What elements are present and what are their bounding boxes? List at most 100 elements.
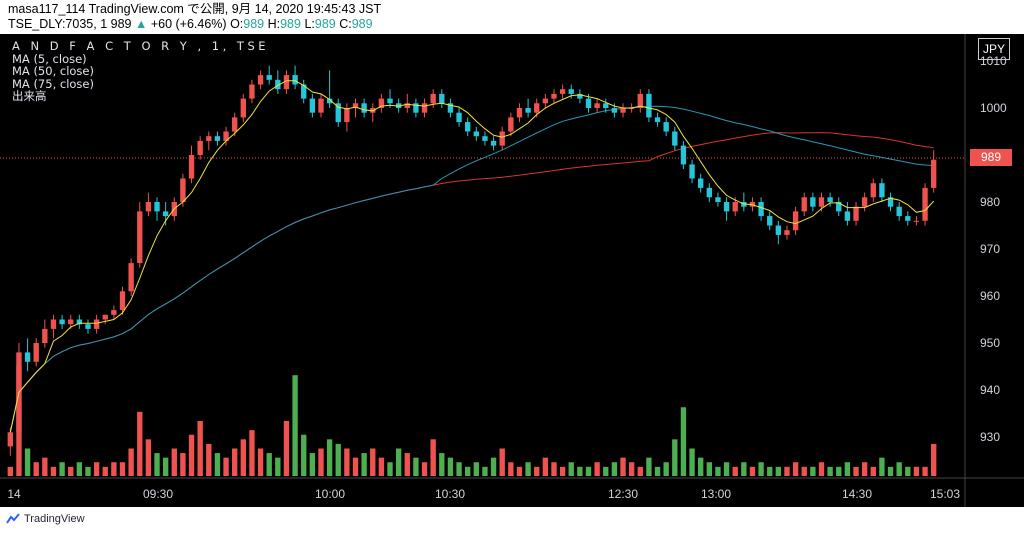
candle-body bbox=[93, 319, 100, 329]
candle-body bbox=[844, 211, 851, 221]
price-tick-label: 980 bbox=[980, 195, 1000, 209]
volume-bar bbox=[732, 466, 738, 476]
currency-unit-button[interactable]: JPY bbox=[978, 38, 1010, 60]
volume-bar bbox=[672, 439, 678, 476]
volume-bar bbox=[905, 466, 911, 476]
symbol-ohlc-line: TSE_DLY:7035, 1 989 ▲ +60 (+6.46%) O:989… bbox=[8, 17, 373, 32]
volume-bar bbox=[723, 462, 730, 476]
volume-bar bbox=[542, 457, 549, 476]
volume-bar bbox=[162, 457, 169, 476]
volume-bar bbox=[68, 466, 74, 476]
legend-ma75[interactable]: MA (75, close) bbox=[12, 76, 94, 91]
candle-body bbox=[439, 93, 445, 104]
candle-body bbox=[534, 103, 540, 113]
last-price-tag: 989 bbox=[970, 149, 1012, 166]
price-tick-label: 930 bbox=[980, 430, 1000, 444]
ma75-line bbox=[9, 132, 934, 433]
volume-bar bbox=[628, 462, 635, 476]
volume-bar bbox=[853, 466, 859, 476]
price-tick-label: 1000 bbox=[980, 101, 1007, 115]
volume-bar bbox=[439, 453, 445, 476]
price-tick-label: 1010 bbox=[980, 54, 1007, 68]
candle-body bbox=[301, 84, 307, 99]
candle-body bbox=[240, 98, 246, 118]
candle-body bbox=[611, 108, 618, 113]
candle-body bbox=[421, 103, 428, 113]
volume-bar bbox=[603, 466, 609, 476]
candle-body bbox=[344, 108, 350, 123]
volume-bar bbox=[413, 457, 419, 476]
candle-body bbox=[257, 75, 264, 85]
volume-bar bbox=[810, 466, 816, 476]
volume-bar bbox=[792, 462, 799, 476]
up-arrow-icon: ▲ bbox=[134, 17, 148, 31]
time-tick-label: 09:30 bbox=[143, 487, 173, 501]
candle-body bbox=[352, 103, 359, 108]
volume-bar bbox=[931, 443, 937, 476]
volume-bar bbox=[715, 466, 721, 476]
volume-bar bbox=[706, 462, 712, 476]
candle-body bbox=[758, 202, 764, 217]
candle-body bbox=[24, 352, 31, 362]
volume-bar bbox=[42, 457, 48, 476]
volume-bar bbox=[689, 448, 695, 476]
candle-body bbox=[223, 131, 229, 141]
candle-body bbox=[827, 197, 833, 202]
volume-bar bbox=[50, 466, 57, 476]
volume-bar bbox=[335, 443, 341, 476]
candle-body bbox=[594, 103, 600, 108]
candle-body bbox=[214, 136, 221, 141]
candle-body bbox=[76, 319, 83, 325]
volume-bar bbox=[232, 448, 238, 476]
volume-bar bbox=[33, 462, 39, 476]
volume-bar bbox=[646, 457, 652, 476]
candle-body bbox=[931, 159, 937, 188]
legend-ma50[interactable]: MA (50, close) bbox=[12, 64, 94, 79]
candle-body bbox=[499, 131, 505, 146]
candle-body bbox=[465, 122, 471, 132]
candle-body bbox=[413, 103, 419, 113]
candle-body bbox=[7, 432, 13, 447]
volume-bar bbox=[559, 466, 566, 476]
candle-body bbox=[905, 216, 911, 221]
candle-body bbox=[637, 93, 643, 108]
volume-bar bbox=[594, 462, 600, 476]
legend-title[interactable]: A N D F A C T O R Y , 1, TSE bbox=[12, 39, 270, 53]
chart-header: masa117_114 TradingView.com で公開, 9月 14, … bbox=[0, 0, 1024, 34]
candle-body bbox=[42, 328, 48, 343]
volume-bar bbox=[421, 462, 428, 476]
volume-bar bbox=[775, 466, 782, 476]
candle-body bbox=[326, 98, 333, 104]
candle-body bbox=[266, 75, 272, 80]
candle-body bbox=[232, 117, 238, 132]
footer-bar bbox=[0, 507, 1024, 536]
volume-bar bbox=[482, 466, 488, 476]
price-tick-label: 960 bbox=[980, 289, 1000, 303]
candle-body bbox=[447, 103, 454, 113]
candle-body bbox=[585, 98, 592, 108]
legend-volume[interactable]: 出来高 bbox=[12, 89, 47, 104]
volume-bar bbox=[456, 462, 462, 476]
time-tick-label: 13:00 bbox=[701, 487, 731, 501]
candle-body bbox=[516, 108, 523, 118]
volume-bar bbox=[654, 466, 661, 476]
volume-bar bbox=[395, 448, 402, 476]
candle-body bbox=[33, 343, 39, 362]
candle-body bbox=[482, 136, 488, 141]
candle-body bbox=[197, 140, 203, 155]
candle-body bbox=[810, 197, 816, 207]
volume-bar bbox=[59, 462, 65, 476]
volume-bar bbox=[344, 448, 350, 476]
candle-body bbox=[577, 93, 583, 99]
low-label: L: bbox=[304, 17, 315, 31]
legend-ma5[interactable]: MA (5, close) bbox=[12, 51, 87, 66]
price-chart[interactable]: 93094095096097098099010001010 1409:3010:… bbox=[0, 0, 1024, 507]
time-tick-label: 14 bbox=[7, 487, 21, 501]
candle-body bbox=[620, 108, 626, 113]
volume-bar bbox=[465, 466, 471, 476]
volume-bar bbox=[404, 453, 410, 476]
price-tick-label: 970 bbox=[980, 242, 1000, 256]
tradingview-brand[interactable]: TradingView bbox=[6, 513, 85, 525]
volume-bar bbox=[836, 466, 842, 476]
volume-bar bbox=[326, 439, 333, 476]
